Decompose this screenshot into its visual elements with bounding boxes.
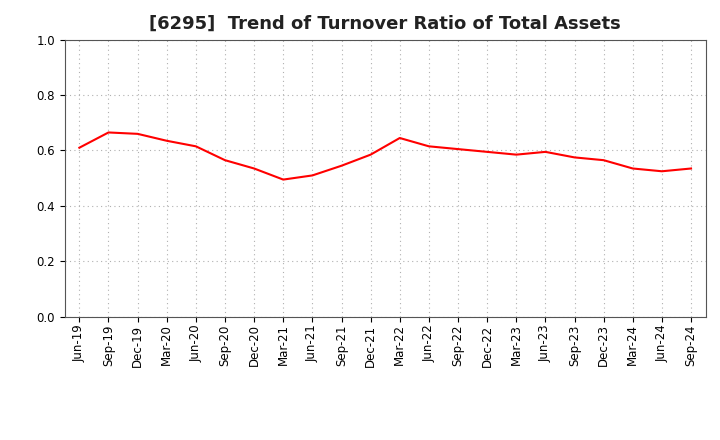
Title: [6295]  Trend of Turnover Ratio of Total Assets: [6295] Trend of Turnover Ratio of Total … (149, 15, 621, 33)
